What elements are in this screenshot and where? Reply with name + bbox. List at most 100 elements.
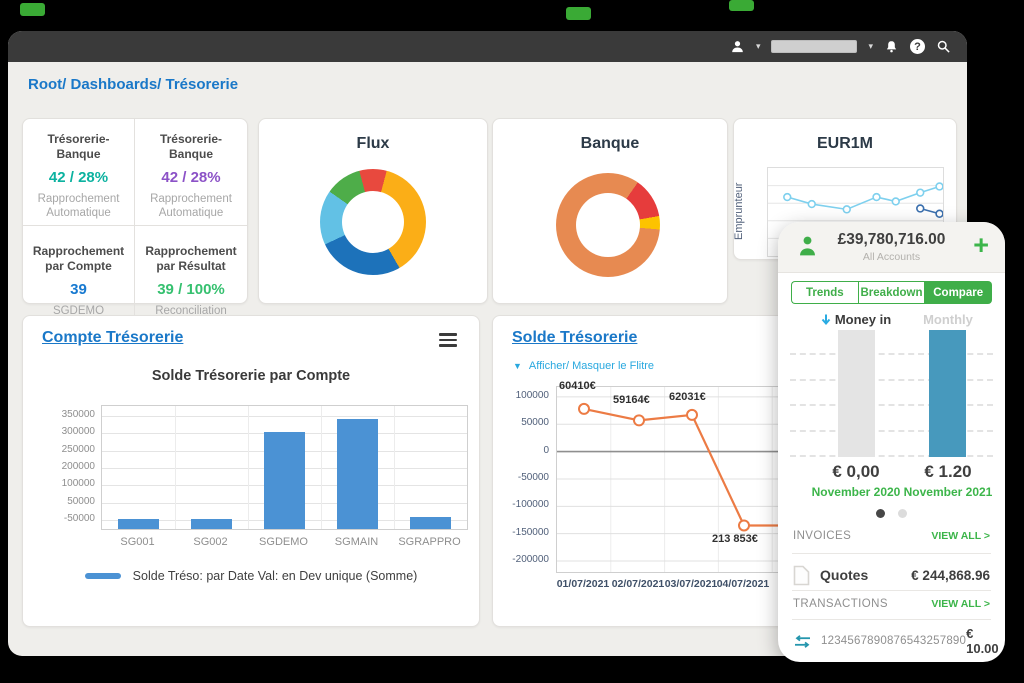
y-tick-label: 200000 xyxy=(61,460,95,472)
x-tick-label: SGDEMO xyxy=(259,536,308,548)
filter-toggle-label: Afficher/ Masquer le Flitre xyxy=(528,360,655,372)
compare-left-caption: November 2020 xyxy=(811,485,901,499)
green-marker xyxy=(566,7,591,20)
dashboard-window: ▾ ▾ ? Root/ Dashboards/ Trésorerie Tréso… xyxy=(8,31,967,656)
transactions-label: TRANSACTIONS xyxy=(793,598,888,610)
invoices-view-all-link[interactable]: VIEW ALL > xyxy=(931,530,990,542)
stat-value: 39 / 100% xyxy=(157,280,225,298)
y-tick-label: -150000 xyxy=(512,526,549,538)
banque-card: Banque xyxy=(492,118,728,304)
quotes-label: Quotes xyxy=(820,567,869,583)
tab-breakdown[interactable]: Breakdown xyxy=(857,281,926,304)
compte-chart-title: Solde Trésorerie par Compte xyxy=(151,368,351,384)
invoices-section-header: INVOICES VIEW ALL > xyxy=(793,530,990,542)
compte-panel-heading[interactable]: Compte Trésorerie xyxy=(42,329,184,346)
quotes-value: € 244,868.96 xyxy=(911,567,990,583)
user-menu-caret[interactable]: ▾ xyxy=(755,41,761,51)
x-tick-label: 04/07/2021 xyxy=(716,578,770,590)
add-account-button[interactable]: + xyxy=(973,230,989,260)
compte-bar-chart[interactable] xyxy=(101,405,468,530)
selector-caret[interactable]: ▾ xyxy=(868,41,873,51)
flux-title: Flux xyxy=(356,135,390,152)
donut-hole xyxy=(576,193,640,257)
stat-value: 42 / 28% xyxy=(48,169,109,186)
search-icon[interactable] xyxy=(936,39,951,54)
divider xyxy=(792,553,991,554)
account-person-icon[interactable] xyxy=(798,235,817,257)
data-point-label: 62031€ xyxy=(669,391,706,403)
x-tick-label: 01/07/2021 xyxy=(556,578,610,590)
y-tick-label: 100000 xyxy=(61,478,95,490)
quotes-row[interactable]: Quotes € 244,868.96 xyxy=(793,562,990,588)
bar-sg001[interactable] xyxy=(118,519,159,529)
gridline xyxy=(175,406,176,529)
y-tick-label: 250000 xyxy=(61,443,95,455)
x-tick-label: SG002 xyxy=(193,536,228,548)
banque-donut-chart[interactable] xyxy=(556,173,660,277)
compare-bar-monthly[interactable] xyxy=(929,330,966,457)
stat-caption: SGDEMO xyxy=(52,304,105,317)
topbar-selector[interactable] xyxy=(771,40,858,53)
transactions-section-header: TRANSACTIONS VIEW ALL > xyxy=(793,598,990,610)
bar-sgrappro[interactable] xyxy=(410,516,451,529)
flux-card: Flux xyxy=(258,118,488,304)
dashed-gridline xyxy=(790,455,993,457)
monthly-header[interactable]: Monthly xyxy=(923,312,973,327)
legend-swatch xyxy=(84,573,121,579)
y-tick-label: 350000 xyxy=(61,409,95,420)
flux-donut-chart[interactable] xyxy=(320,169,426,275)
money-in-label: Money in xyxy=(834,312,892,327)
dashed-gridline xyxy=(790,429,993,432)
bar-sgmain[interactable] xyxy=(337,419,378,529)
donut-hole xyxy=(342,191,404,253)
dashed-gridline xyxy=(790,353,993,356)
money-in-header[interactable]: Money in xyxy=(801,312,911,327)
bar-sgdemo[interactable] xyxy=(264,431,305,529)
gridline xyxy=(394,406,395,529)
x-tick-label: SGRAPPRO xyxy=(398,536,461,548)
compare-bar-money-in[interactable] xyxy=(838,330,875,457)
y-tick-label: -50000 xyxy=(517,471,549,483)
compare-right-value: € 1.20 xyxy=(924,462,972,481)
green-marker xyxy=(20,3,45,16)
menu-icon[interactable] xyxy=(439,333,457,350)
stat-tile-rapprochement-auto-1[interactable]: Trésorerie-Banque 42 / 28% Rapprochement… xyxy=(23,119,135,226)
filter-toggle[interactable]: ▼ Afficher/ Masquer le Flitre xyxy=(513,360,654,372)
stat-caption: Reconciliation xyxy=(155,304,227,317)
stat-value: 39 xyxy=(70,280,87,298)
transaction-id: 1234567890876543257890 xyxy=(821,635,967,647)
stat-tile-rapprochement-compte[interactable]: Rapprochement par Compte 39 SGDEMO xyxy=(23,225,135,323)
stat-tile-rapprochement-resultat[interactable]: Rapprochement par Résultat 39 / 100% Rec… xyxy=(135,226,247,322)
y-tick-label: 100000 xyxy=(515,389,549,401)
bell-icon[interactable] xyxy=(884,39,899,55)
page-dot[interactable] xyxy=(898,509,907,518)
balance-caption: All Accounts xyxy=(862,251,921,263)
document-icon xyxy=(793,565,810,586)
page-dot-active[interactable] xyxy=(876,509,885,518)
gridline xyxy=(321,406,322,529)
help-icon[interactable]: ? xyxy=(910,39,925,54)
topbar: ▾ ▾ ? xyxy=(8,31,967,62)
stat-value: 42 / 28% xyxy=(161,169,221,186)
stat-tile-rapprochement-auto-2[interactable]: Trésorerie-Banque 42 / 28% Rapprochement… xyxy=(135,119,247,226)
dashed-gridline xyxy=(790,404,993,407)
tab-trends[interactable]: Trends xyxy=(791,281,858,304)
breadcrumb[interactable]: Root/ Dashboards/ Trésorerie xyxy=(28,76,239,93)
x-tick-label: SG001 xyxy=(120,536,155,548)
compare-right-caption: November 2021 xyxy=(903,485,993,499)
bar-sg002[interactable] xyxy=(191,519,232,529)
y-tick-label: -50000 xyxy=(63,512,95,524)
eur1m-title: EUR1M xyxy=(816,135,873,152)
solde-panel-heading[interactable]: Solde Trésorerie xyxy=(512,329,638,346)
user-icon[interactable] xyxy=(730,39,745,54)
transfer-arrows-icon xyxy=(793,634,812,648)
transactions-view-all-link[interactable]: VIEW ALL > xyxy=(931,598,990,610)
stat-title: Rapprochement par Résultat xyxy=(145,243,237,273)
tab-compare[interactable]: Compare xyxy=(925,281,993,304)
transaction-row[interactable]: 1234567890876543257890 € 10.00 xyxy=(793,626,999,656)
eur1m-y-axis-label: Emprunteur xyxy=(733,182,745,240)
x-tick-label: 03/07/2021 xyxy=(664,578,718,590)
total-balance: £39,780,716.00 xyxy=(837,231,946,248)
stat-title: Rapprochement par Compte xyxy=(32,243,125,273)
